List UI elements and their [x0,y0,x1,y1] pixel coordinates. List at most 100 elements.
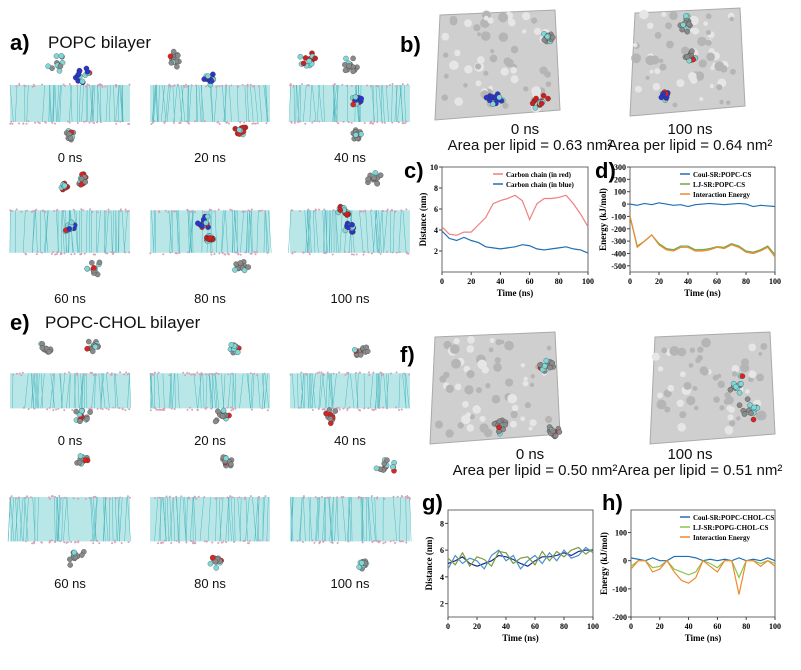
headgroup [215,372,218,375]
headgroup [161,497,164,500]
surface-texture [466,345,475,353]
lipid-chain [233,210,239,253]
lipid-chain [196,84,198,123]
headgroup [124,210,127,213]
headgroup [355,84,358,87]
headgroup [238,496,241,499]
lipid-chain [56,84,59,123]
lipid-chain [112,210,114,253]
headgroup [347,121,350,124]
panel-b-time-1: 100 ns [667,121,713,138]
headgroup [375,85,378,88]
atom [689,48,695,54]
surface-texture [724,425,734,435]
headgroup [359,496,362,499]
lipid-chain [153,210,155,253]
headgroup [321,408,324,411]
surface-texture [502,102,509,109]
surface-texture [676,399,684,407]
lipid-chain [326,210,328,253]
atom [374,180,380,187]
headgroup [215,85,218,88]
lipid-chain [37,373,40,409]
lipid-chain [214,84,218,123]
lipid-chain [322,84,325,123]
lipid-chain [114,496,118,542]
headgroup [40,541,43,544]
lipid-chain [60,373,63,409]
headgroup [119,371,122,374]
lipid-chain [32,496,36,542]
headgroup [196,408,199,411]
headgroup [119,208,122,211]
lipid-chain [12,373,14,409]
molecule [356,558,370,572]
surface-texture [477,56,485,64]
headgroup [200,372,203,375]
headgroup [404,495,407,498]
headgroup [84,373,87,376]
headgroup [182,371,185,374]
headgroup [324,251,327,254]
snapshot-e-80ns [150,454,270,571]
headgroup [253,122,256,125]
headgroup [311,539,314,542]
lipid-chain [40,373,45,409]
lipid-chain [79,210,81,253]
atom [686,21,692,28]
surface-texture [464,19,472,28]
headgroup [313,120,316,123]
headgroup [372,371,375,374]
lipid-chain [297,84,300,123]
lipid-chain [25,496,29,542]
atom [736,402,743,408]
surface-texture [467,336,475,344]
lipid-chain [178,496,181,542]
headgroup [186,208,189,211]
headgroup [390,208,393,211]
headgroup [372,409,375,412]
headgroup [18,83,21,86]
surface-texture [464,65,473,74]
molecule [342,55,360,75]
atom [727,386,734,393]
legend-entry: LJ-SR:POPC-CS [693,181,745,189]
lipid-chain [80,373,83,409]
lipid-chain [193,373,198,409]
headgroup [308,253,311,256]
headgroup [36,250,39,253]
headgroup [336,541,339,544]
lipid-chain [93,496,98,542]
headgroup [392,495,395,498]
lipid-chain [266,496,269,542]
lipid-chain [393,210,395,253]
lipid-chain [383,373,387,409]
atom [213,565,220,571]
lipid-chain [68,84,73,123]
headgroup [397,121,400,124]
lipid-chain [309,84,312,123]
headgroup [241,210,244,213]
lipid-chain [10,496,15,542]
headgroup [149,409,152,412]
headgroup [66,541,69,544]
headgroup [379,252,382,255]
snapshot-a-0ns [9,53,131,143]
headgroup [261,209,264,212]
atom [84,68,91,75]
headgroup [127,372,130,375]
lipid-chain [162,84,167,123]
panel-a-time-5: 100 ns [330,291,370,306]
surface-texture [649,69,654,74]
headgroup [210,251,213,254]
lipid-chain [232,210,235,253]
headgroup [239,253,242,256]
lipid-chain [169,496,173,542]
lipid-chain [35,210,38,253]
molecule [45,53,66,74]
surface-texture [714,61,725,72]
lipid-chain [225,210,228,253]
snapshot-e-40ns [289,344,411,426]
lipid-chain [117,496,120,542]
molecule [351,344,371,358]
